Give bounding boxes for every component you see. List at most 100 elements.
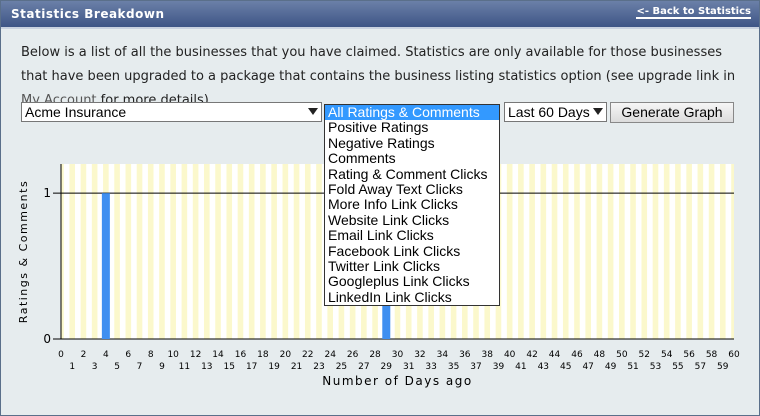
- period-select[interactable]: Last 60 Days: [504, 102, 607, 122]
- x-tick-label: 14: [212, 350, 224, 360]
- dropdown-option[interactable]: Rating & Comment Clicks: [328, 165, 488, 182]
- dropdown-option[interactable]: LinkedIn Link Clicks: [328, 288, 452, 305]
- x-tick-label: 47: [582, 362, 593, 372]
- x-tick-label: 36: [459, 350, 471, 360]
- day-stripe: [125, 164, 132, 339]
- day-stripe: [147, 164, 154, 339]
- x-tick-label: 56: [683, 350, 695, 360]
- dropdown-option[interactable]: Fold Away Text Clicks: [328, 180, 463, 197]
- x-tick-label: 35: [448, 362, 459, 372]
- x-tick-label: 55: [672, 362, 683, 372]
- x-tick-label: 37: [470, 362, 481, 372]
- day-stripe: [652, 164, 659, 339]
- x-tick-label: 6: [125, 350, 131, 360]
- generate-graph-button[interactable]: Generate Graph: [610, 102, 734, 123]
- y-tick-label: 0: [43, 332, 51, 346]
- x-tick-label: 27: [358, 362, 369, 372]
- dropdown-option[interactable]: Negative Ratings: [328, 134, 435, 151]
- day-stripe: [574, 164, 580, 339]
- x-tick-label: 49: [605, 362, 617, 372]
- x-tick-label: 26: [347, 350, 359, 360]
- x-tick-label: 12: [190, 350, 201, 360]
- x-tick-label: 53: [650, 362, 661, 372]
- dropdown-option[interactable]: More Info Link Clicks: [328, 196, 458, 213]
- x-tick-label: 18: [257, 350, 269, 360]
- x-tick-label: 48: [594, 350, 606, 360]
- x-tick-label: 59: [717, 362, 729, 372]
- day-stripe: [641, 164, 648, 339]
- dropdown-option[interactable]: Comments: [328, 150, 396, 167]
- day-stripe: [181, 164, 188, 339]
- day-stripe: [226, 164, 233, 339]
- x-tick-label: 2: [81, 350, 87, 360]
- day-stripe: [619, 164, 625, 339]
- bar: [101, 193, 110, 339]
- day-stripe: [192, 164, 199, 339]
- x-tick-label: 60: [728, 350, 740, 360]
- x-tick-label: 13: [201, 362, 212, 372]
- y-tick-label: 1: [43, 186, 51, 200]
- day-stripe: [293, 164, 300, 339]
- x-axis-label: Number of Days ago: [322, 374, 472, 388]
- x-tick-label: 10: [167, 350, 179, 360]
- day-stripe: [731, 164, 734, 339]
- day-stripe: [80, 164, 87, 339]
- day-stripe: [708, 164, 715, 339]
- x-tick-label: 31: [403, 362, 414, 372]
- x-tick-label: 21: [291, 362, 302, 372]
- x-tick-label: 51: [627, 362, 638, 372]
- x-tick-label: 43: [538, 362, 549, 372]
- x-tick-label: 34: [437, 350, 449, 360]
- day-stripe: [61, 164, 64, 339]
- x-tick-label: 22: [302, 350, 313, 360]
- dropdown-option[interactable]: Googleplus Link Clicks: [328, 273, 470, 290]
- x-tick-label: 23: [313, 362, 324, 372]
- x-tick-label: 46: [571, 350, 583, 360]
- header-title: Statistics Breakdown: [11, 7, 165, 21]
- x-tick-label: 29: [381, 362, 393, 372]
- x-tick-label: 4: [103, 350, 109, 360]
- business-select[interactable]: Acme Insurance: [21, 102, 322, 122]
- x-tick-label: 42: [526, 350, 537, 360]
- day-stripe: [551, 164, 558, 339]
- y-axis-label: Ratings & Comments: [17, 180, 30, 323]
- dropdown-option[interactable]: Positive Ratings: [328, 119, 429, 136]
- x-tick-label: 44: [549, 350, 561, 360]
- day-stripe: [585, 164, 591, 339]
- day-stripe: [260, 164, 266, 339]
- day-stripe: [237, 164, 244, 339]
- day-stripe: [159, 164, 165, 339]
- x-tick-label: 0: [58, 350, 64, 360]
- x-tick-label: 50: [616, 350, 628, 360]
- x-tick-label: 19: [268, 362, 280, 372]
- day-stripe: [136, 164, 143, 339]
- day-stripe: [675, 164, 681, 339]
- day-stripe: [529, 164, 535, 339]
- metric-dropdown: All Ratings & Comments Positive Ratings Ne…: [324, 104, 500, 307]
- dropdown-option[interactable]: Website Link Clicks: [328, 211, 450, 228]
- day-stripe: [719, 164, 726, 339]
- x-tick-label: 28: [369, 350, 381, 360]
- x-tick-label: 54: [661, 350, 673, 360]
- dropdown-option[interactable]: Twitter Link Clicks: [328, 257, 441, 274]
- intro-text-start: Below is a list of all the businesses th…: [21, 45, 736, 84]
- day-stripe: [540, 164, 547, 339]
- x-tick-label: 15: [224, 362, 235, 372]
- dropdown-option[interactable]: Email Link Clicks: [328, 227, 434, 244]
- day-stripe: [271, 164, 277, 339]
- day-stripe: [562, 164, 569, 339]
- day-stripe: [204, 164, 210, 339]
- x-tick-label: 25: [336, 362, 347, 372]
- back-link[interactable]: <- Back to Statistics: [636, 6, 751, 19]
- x-tick-label: 9: [159, 362, 165, 372]
- x-tick-label: 8: [148, 350, 154, 360]
- header-bar: Statistics Breakdown <- Back to Statisti…: [1, 1, 759, 29]
- x-tick-label: 30: [392, 350, 404, 360]
- day-stripe: [248, 164, 255, 339]
- x-tick-label: 58: [706, 350, 718, 360]
- dropdown-option[interactable]: All Ratings & Comments: [325, 104, 499, 121]
- x-tick-label: 40: [504, 350, 516, 360]
- dropdown-option[interactable]: Facebook Link Clicks: [328, 242, 461, 259]
- day-stripe: [304, 164, 311, 339]
- day-stripe: [686, 164, 692, 339]
